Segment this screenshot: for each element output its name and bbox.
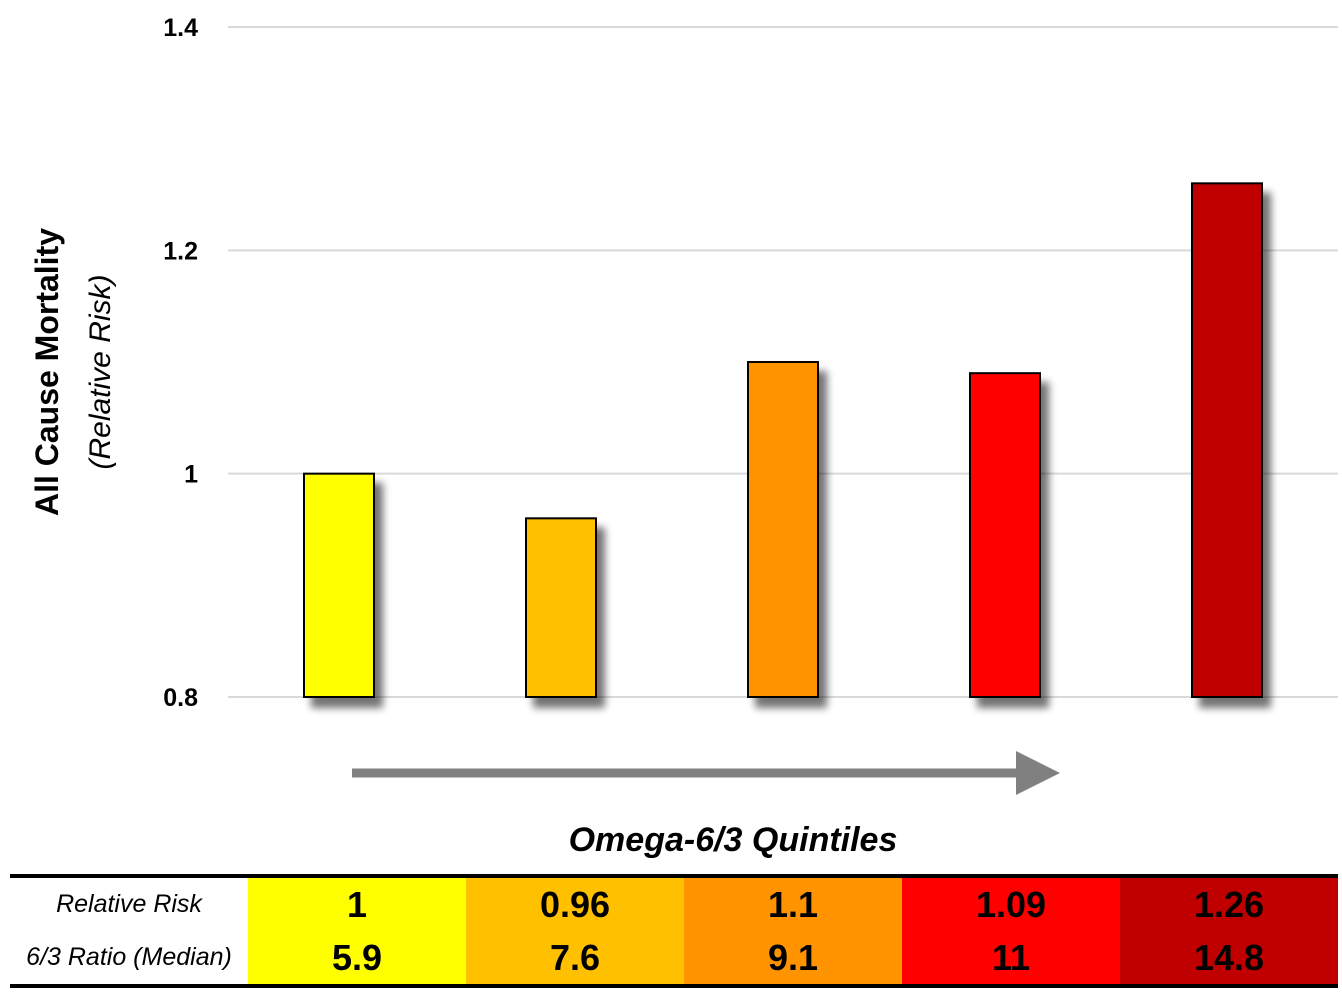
y-tick-label: 1.4: [163, 14, 198, 42]
row-header-column: Relative Risk 6/3 Ratio (Median): [10, 878, 248, 984]
table-column-q3: 1.1 9.1: [684, 878, 902, 984]
y-tick-label: 1.2: [163, 237, 198, 265]
relative-risk-cell: 1.09: [975, 883, 1047, 925]
trend-arrow: [352, 751, 1060, 795]
chart: 0.8 1 1.2 1.4 All Cause Mortality (Relative…: [29, 14, 1338, 859]
y-axis-ticks: 0.8 1 1.2 1.4: [163, 14, 198, 712]
table-column-q5: 1.26 14.8: [1120, 878, 1338, 984]
y-axis-title: All Cause Mortality (Relative Risk): [29, 228, 117, 516]
ratio-cell: 14.8: [1193, 936, 1265, 978]
x-axis-label: Omega-6/3 Quintiles: [569, 821, 898, 859]
y-tick-label: 1: [184, 461, 198, 489]
table-column-q4: 1.09 11: [902, 878, 1120, 984]
ratio-cell: 9.1: [767, 936, 819, 978]
data-table: Relative Risk 6/3 Ratio (Median) 1 5.9 0…: [10, 874, 1338, 988]
row-label-ratio-median: 6/3 Ratio (Median): [26, 943, 232, 971]
bar-q2: [525, 517, 597, 698]
ratio-cell: 7.6: [549, 936, 601, 978]
row-label-relative-risk: Relative Risk: [56, 890, 202, 918]
y-tick-label: 0.8: [163, 684, 198, 712]
relative-risk-cell: 1: [346, 883, 368, 925]
ratio-cell: 11: [991, 936, 1031, 978]
bar-q4: [969, 372, 1041, 698]
bar-q5: [1191, 182, 1263, 699]
relative-risk-cell: 1.26: [1193, 883, 1265, 925]
ratio-cell: 5.9: [331, 936, 383, 978]
relative-risk-cell: 1.1: [767, 883, 819, 925]
bars: [303, 182, 1263, 699]
bar-q1: [303, 472, 375, 698]
table-column-q1: 1 5.9: [248, 878, 466, 984]
relative-risk-cell: 0.96: [539, 883, 611, 925]
bar-q3: [747, 361, 819, 698]
table-column-q2: 0.96 7.6: [466, 878, 684, 984]
y-axis-label: All Cause Mortality: [29, 228, 65, 516]
y-axis-sublabel: (Relative Risk): [84, 274, 117, 469]
